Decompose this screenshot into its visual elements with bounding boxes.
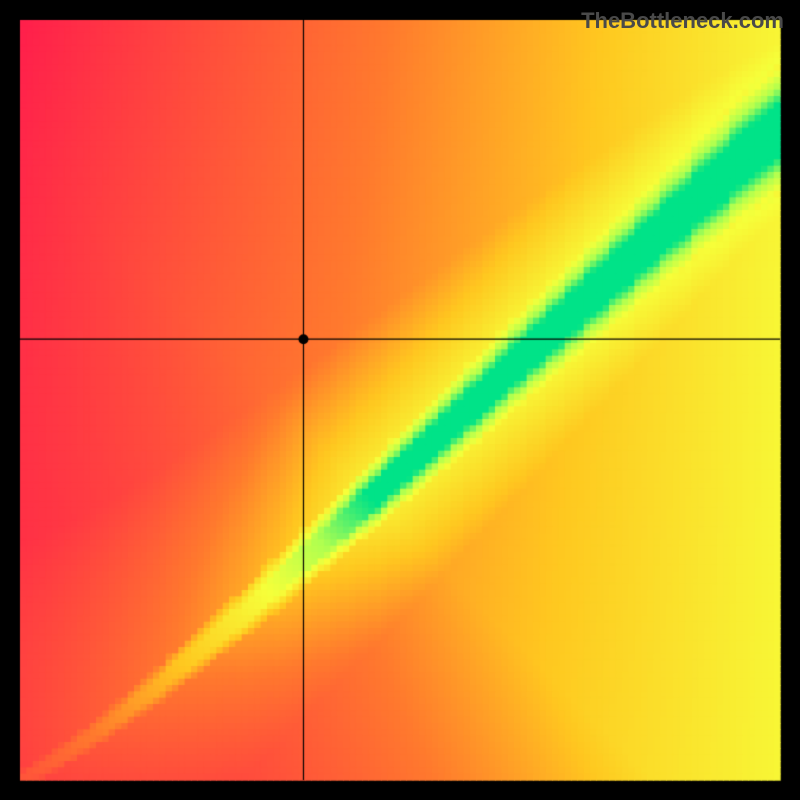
bottleneck-heatmap <box>0 0 800 800</box>
chart-container: TheBottleneck.com <box>0 0 800 800</box>
watermark-text: TheBottleneck.com <box>581 8 784 34</box>
